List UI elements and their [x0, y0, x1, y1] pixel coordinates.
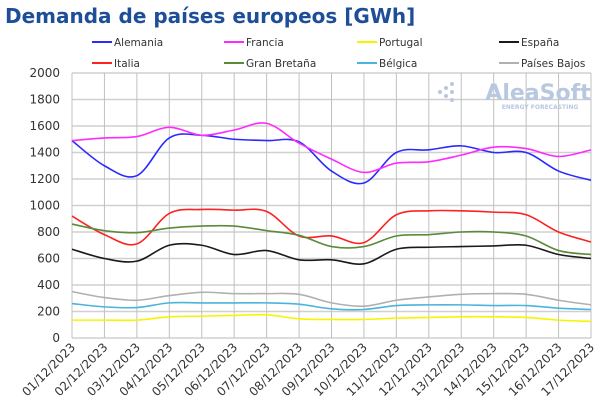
legend-label: España: [521, 37, 559, 49]
legend-label: Francia: [246, 37, 284, 49]
series-line-países-bajos: [71, 290, 592, 308]
legend-label: Portugal: [379, 37, 423, 49]
legend-label: Bélgica: [379, 58, 417, 70]
legend-label: Países Bajos: [521, 58, 585, 70]
watermark-logo: AleaSoft: [485, 81, 591, 106]
watermark-dot: [450, 82, 454, 86]
y-tick-label: 1200: [29, 172, 60, 186]
watermark-dot: [450, 90, 454, 94]
series-line-gran-bretaña: [71, 223, 592, 256]
series-line-alemania: [71, 133, 592, 185]
y-tick-label: 0: [52, 331, 60, 345]
series-line-portugal: [71, 313, 592, 323]
watermark-dot: [444, 86, 448, 90]
y-tick-label: 1400: [29, 146, 60, 160]
watermark-dot: [438, 90, 442, 94]
legend-label: Alemania: [114, 37, 163, 49]
watermark-dot: [444, 94, 448, 98]
watermark-tagline: ENERGY FORECASTING: [502, 104, 579, 111]
y-tick-label: 1800: [29, 93, 60, 107]
y-tick-label: 1600: [29, 119, 60, 133]
y-tick-label: 400: [37, 278, 60, 292]
series-line-bélgica: [71, 301, 592, 311]
series-line-españa: [71, 242, 592, 265]
legend-label: Italia: [114, 58, 140, 70]
series-line-italia: [71, 208, 592, 246]
y-tick-label: 800: [37, 225, 60, 239]
y-tick-label: 2000: [29, 66, 60, 80]
y-tick-label: 200: [37, 305, 60, 319]
legend-label: Gran Bretaña: [246, 58, 316, 70]
watermark-dot: [450, 98, 454, 102]
chart-title: Demanda de países europeos [GWh]: [5, 4, 416, 28]
series-line-francia: [71, 122, 592, 174]
y-tick-label: 1000: [29, 199, 60, 213]
y-tick-label: 600: [37, 252, 60, 266]
